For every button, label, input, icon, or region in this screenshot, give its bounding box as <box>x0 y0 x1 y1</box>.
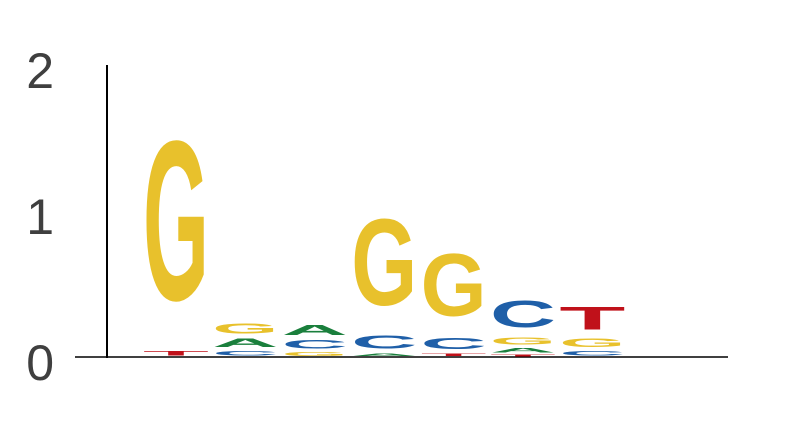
logo-letter-a-pos2: A <box>212 336 278 349</box>
logo-letter-c-pos4: C <box>351 332 417 352</box>
logo-letter-g-pos3: G <box>282 351 348 357</box>
y-tick-label-1: 1 <box>26 189 54 245</box>
logo-letter-g-pos6: G <box>490 335 556 347</box>
y-tick-label-2: 2 <box>26 43 54 99</box>
logo-letter-c-pos6: C <box>490 293 556 335</box>
logo-letter-t-pos7: T <box>559 300 625 336</box>
logo-letter-c-pos7: C <box>559 350 625 357</box>
logo-letter-g-pos7: G <box>559 336 625 349</box>
logo-letter-t-pos1: T <box>143 350 209 357</box>
logo-letter-a-pos4: A <box>351 353 417 357</box>
y-tick-label-0: 0 <box>26 335 54 391</box>
logo-letter-g-pos5: G <box>421 236 487 335</box>
logo-letter-c-pos5: C <box>421 335 487 352</box>
logo-letter-c-pos3: C <box>282 338 348 351</box>
logo-letter-g-pos1: G <box>143 94 209 349</box>
logo-letter-g-pos2: G <box>212 320 278 336</box>
logo-letter-t-pos6: T <box>490 354 556 357</box>
logo-letter-a-pos6: A <box>490 347 556 354</box>
logo-letter-c-pos2: C <box>212 350 278 357</box>
logo-letter-g-pos4: G <box>351 194 417 332</box>
logo-letter-t-pos5: T <box>421 353 487 357</box>
logo-letter-a-pos3: A <box>282 322 348 338</box>
